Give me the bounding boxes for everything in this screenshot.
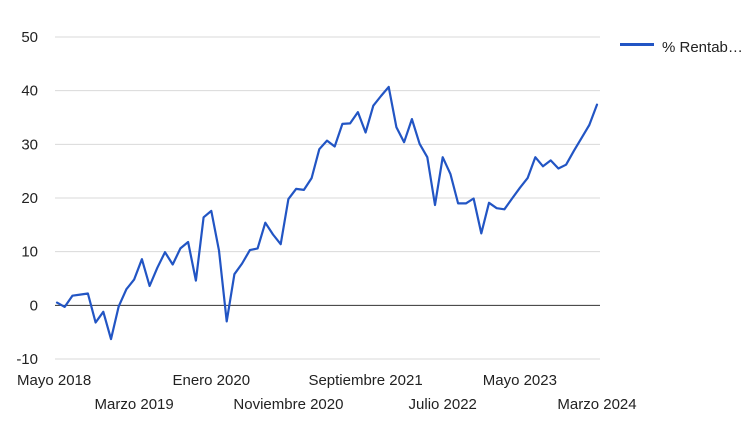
data-point xyxy=(287,198,289,200)
y-tick-label: 0 xyxy=(30,297,38,314)
data-point xyxy=(365,132,367,134)
data-point xyxy=(395,126,397,128)
data-point xyxy=(187,241,189,243)
data-point xyxy=(257,247,259,249)
data-point xyxy=(588,124,590,126)
y-tick-label: 30 xyxy=(21,136,38,153)
data-point xyxy=(349,122,351,124)
data-point xyxy=(179,247,181,249)
data-point xyxy=(473,198,475,200)
data-point xyxy=(442,156,444,158)
data-point xyxy=(95,322,97,324)
y-tick-label: 40 xyxy=(21,83,38,100)
x-tick-label: Septiembre 2021 xyxy=(308,372,422,389)
data-point xyxy=(133,279,135,281)
data-point xyxy=(125,288,127,290)
data-point xyxy=(102,311,104,313)
x-tick-label: Noviembre 2020 xyxy=(233,396,343,413)
data-point xyxy=(233,273,235,275)
data-point xyxy=(280,243,282,245)
data-point xyxy=(195,280,197,282)
data-point xyxy=(380,95,382,97)
data-point xyxy=(372,105,374,107)
data-point xyxy=(527,177,529,179)
data-point xyxy=(357,111,359,113)
data-point xyxy=(581,137,583,139)
data-point xyxy=(118,305,120,307)
data-point xyxy=(303,189,305,191)
data-point xyxy=(511,198,513,200)
data-point xyxy=(164,251,166,253)
data-point xyxy=(426,156,428,158)
data-point xyxy=(419,143,421,145)
data-point xyxy=(311,177,313,179)
data-point xyxy=(141,258,143,260)
data-point xyxy=(272,234,274,236)
grid-lines xyxy=(55,36,600,360)
data-point xyxy=(480,232,482,234)
data-point xyxy=(326,140,328,142)
x-tick-label: Mayo 2023 xyxy=(483,372,557,389)
y-tick-label: -10 xyxy=(16,351,38,368)
data-point xyxy=(218,250,220,252)
data-point xyxy=(241,263,243,265)
data-point xyxy=(411,118,413,120)
data-point xyxy=(87,293,89,295)
data-point xyxy=(565,164,567,166)
data-point xyxy=(503,208,505,210)
y-tick-label: 10 xyxy=(21,244,38,261)
data-point xyxy=(149,285,151,287)
data-point xyxy=(71,295,73,297)
data-point xyxy=(79,294,81,296)
data-point xyxy=(573,150,575,152)
data-point xyxy=(341,123,343,125)
data-point xyxy=(64,306,66,308)
data-point xyxy=(534,156,536,158)
series-line xyxy=(55,85,599,341)
data-point xyxy=(519,187,521,189)
data-point xyxy=(203,216,205,218)
legend-swatch xyxy=(620,43,654,46)
data-point xyxy=(449,173,451,175)
data-point xyxy=(156,267,158,269)
data-point xyxy=(488,202,490,204)
x-tick-label: Marzo 2019 xyxy=(95,396,174,413)
data-point xyxy=(226,320,228,322)
x-tick-label: Mayo 2018 xyxy=(17,372,91,389)
y-axis-tick-labels: -10 0 10 20 30 40 50 xyxy=(16,29,38,368)
y-tick-label: 50 xyxy=(21,29,38,46)
legend-label: % Rentabili… xyxy=(662,36,745,59)
data-point xyxy=(295,188,297,190)
series-lines xyxy=(55,85,599,341)
data-point xyxy=(249,249,251,251)
data-point xyxy=(457,202,459,204)
data-point xyxy=(172,264,174,266)
data-point xyxy=(318,148,320,150)
data-point xyxy=(596,104,598,106)
data-point xyxy=(264,222,266,224)
data-point xyxy=(465,202,467,204)
data-point xyxy=(557,168,559,170)
data-point xyxy=(403,141,405,143)
data-point xyxy=(56,302,58,304)
data-point xyxy=(496,207,498,209)
y-tick-label: 20 xyxy=(21,190,38,207)
data-point xyxy=(334,146,336,148)
data-point xyxy=(550,159,552,161)
x-tick-label: Julio 2022 xyxy=(409,396,477,413)
data-point xyxy=(110,338,112,340)
data-point xyxy=(542,165,544,167)
legend-label-text: % Rentabili… xyxy=(662,39,745,56)
x-tick-label: Enero 2020 xyxy=(172,372,250,389)
data-point xyxy=(434,204,436,206)
data-point xyxy=(388,86,390,88)
data-point xyxy=(210,210,212,212)
x-tick-label: Marzo 2024 xyxy=(557,396,636,413)
